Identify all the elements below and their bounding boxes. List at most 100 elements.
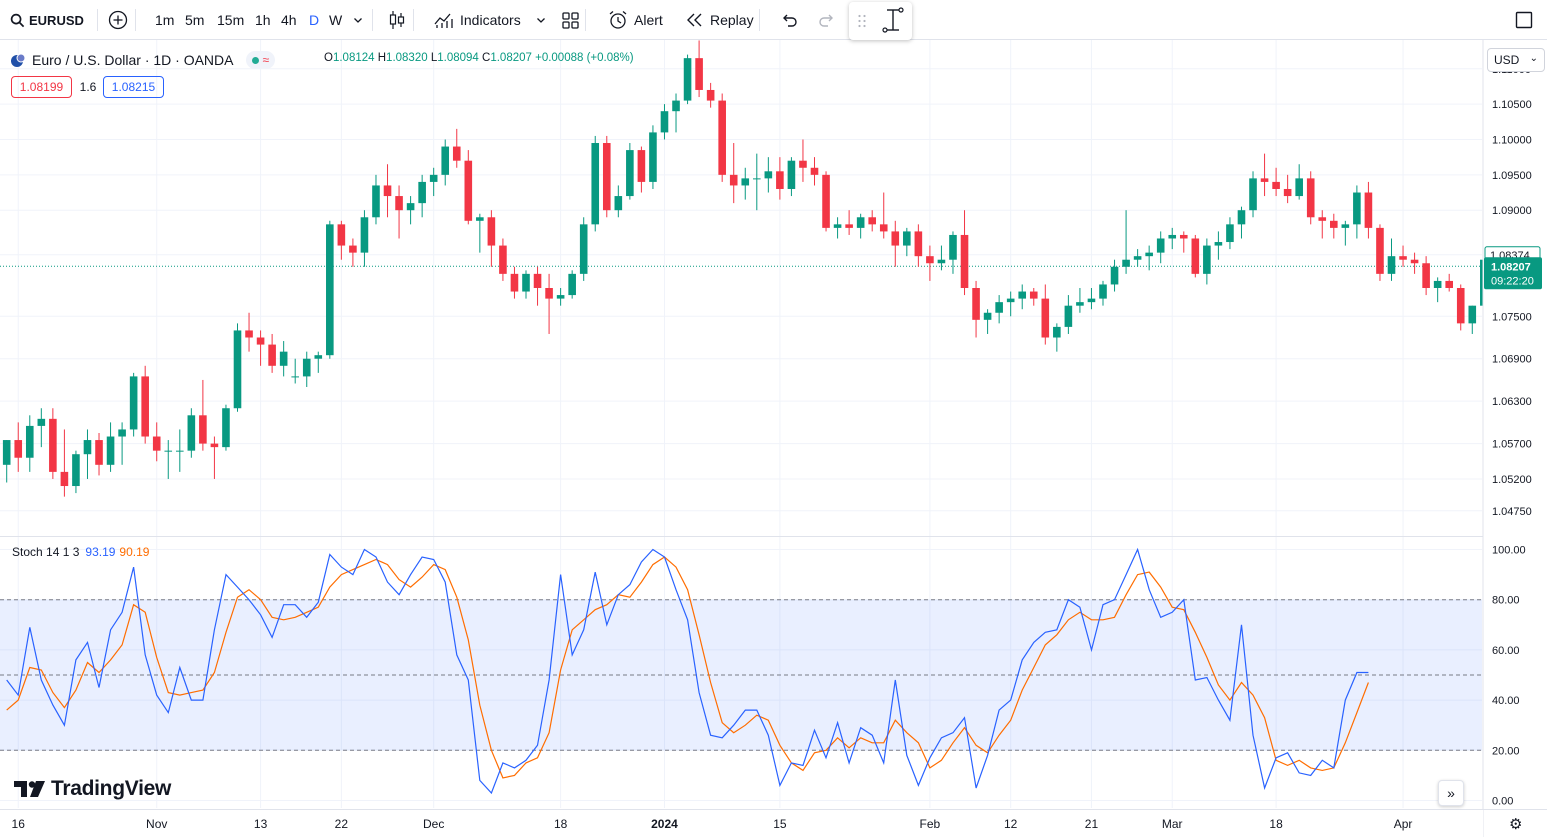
candle[interactable] — [879, 192, 888, 239]
candle[interactable] — [1133, 249, 1142, 267]
candle[interactable] — [1376, 224, 1384, 281]
candle[interactable] — [695, 40, 703, 98]
interval-w[interactable]: W — [329, 12, 343, 28]
candle[interactable] — [660, 104, 669, 140]
candle[interactable] — [372, 174, 380, 225]
floating-drawing-toolbar[interactable] — [849, 2, 912, 40]
candle[interactable] — [983, 309, 992, 334]
candle[interactable] — [556, 288, 565, 306]
symbol-search[interactable]: EURUSD — [10, 0, 98, 40]
compare-button[interactable] — [106, 0, 136, 40]
candle[interactable] — [1422, 256, 1430, 296]
chart-canvas[interactable]: 1.110001.105001.100001.095001.090001.075… — [0, 40, 1547, 837]
candle[interactable] — [568, 270, 576, 299]
candle[interactable] — [1237, 206, 1246, 239]
candle[interactable] — [822, 171, 830, 232]
candle[interactable] — [1006, 291, 1015, 317]
candle[interactable] — [718, 93, 726, 182]
candle[interactable] — [1353, 185, 1361, 239]
candle[interactable] — [856, 213, 865, 239]
candle[interactable] — [891, 220, 900, 267]
candle[interactable] — [683, 54, 692, 105]
symbol-legend[interactable]: Euro / U.S. Dollar · 1D · OANDA ≈ — [10, 50, 276, 70]
candle[interactable] — [1110, 259, 1119, 292]
candle[interactable] — [268, 333, 276, 373]
candle[interactable] — [129, 372, 138, 437]
interval-dropdown[interactable] — [353, 0, 373, 40]
sell-price-button[interactable]: 1.08199 — [11, 76, 72, 98]
candle[interactable] — [1145, 245, 1153, 271]
candle[interactable] — [418, 174, 426, 218]
candle[interactable] — [1029, 288, 1038, 306]
candle[interactable] — [1076, 288, 1084, 313]
candle[interactable] — [903, 227, 911, 257]
candle[interactable] — [787, 157, 796, 197]
candle[interactable] — [233, 323, 242, 412]
candle[interactable] — [1260, 153, 1269, 197]
candle[interactable] — [522, 270, 530, 299]
candle[interactable] — [429, 167, 438, 197]
candle[interactable] — [1168, 227, 1177, 250]
candle[interactable] — [729, 143, 738, 204]
candle[interactable] — [1433, 277, 1442, 303]
candle[interactable] — [106, 422, 115, 472]
candle[interactable] — [199, 379, 207, 451]
candle[interactable] — [1179, 231, 1188, 253]
candle[interactable] — [60, 429, 69, 497]
interval-1h[interactable]: 1h — [255, 12, 271, 28]
fullscreen-button[interactable] — [1515, 0, 1533, 40]
candle[interactable] — [833, 217, 842, 239]
candle[interactable] — [1226, 217, 1234, 250]
candle[interactable] — [95, 432, 103, 476]
candle[interactable] — [326, 220, 334, 359]
interval-15m[interactable]: 15m — [217, 12, 245, 28]
candle[interactable] — [464, 150, 473, 225]
candle[interactable] — [72, 450, 80, 494]
candle[interactable] — [176, 429, 184, 472]
candle[interactable] — [1272, 167, 1280, 197]
candle[interactable] — [279, 341, 288, 377]
candle[interactable] — [1387, 238, 1396, 281]
layouts-button[interactable] — [562, 0, 586, 40]
price-axis[interactable] — [1483, 40, 1547, 837]
candle[interactable] — [222, 404, 230, 451]
candle[interactable] — [845, 210, 853, 235]
candle[interactable] — [2, 440, 11, 483]
candle[interactable] — [291, 358, 299, 384]
candle[interactable] — [602, 135, 611, 218]
candle[interactable] — [1087, 288, 1096, 310]
candle[interactable] — [753, 153, 761, 211]
candle[interactable] — [395, 185, 403, 239]
chart-type-button[interactable] — [388, 0, 414, 40]
candle[interactable] — [510, 266, 519, 299]
candle[interactable] — [83, 429, 92, 479]
candle[interactable] — [360, 210, 369, 267]
candle[interactable] — [1156, 231, 1165, 264]
candle[interactable] — [441, 139, 450, 186]
chart-area[interactable]: 1.110001.105001.100001.095001.090001.075… — [0, 40, 1547, 837]
tradingview-logo[interactable]: TradingView — [14, 777, 171, 801]
gear-icon[interactable]: ⚙ — [1509, 816, 1523, 833]
text-cursor-icon[interactable] — [881, 7, 905, 33]
candle[interactable] — [487, 210, 496, 267]
redo-button[interactable] — [818, 0, 836, 40]
candle[interactable] — [926, 245, 934, 281]
candle[interactable] — [1053, 323, 1061, 352]
candle[interactable] — [1468, 305, 1477, 334]
candle[interactable] — [314, 351, 323, 373]
candle[interactable] — [649, 125, 657, 189]
candle[interactable] — [810, 157, 819, 186]
candle[interactable] — [1330, 213, 1338, 239]
candle[interactable] — [1064, 295, 1073, 334]
candle[interactable] — [937, 245, 946, 271]
candle[interactable] — [37, 408, 46, 448]
candle[interactable] — [949, 231, 957, 274]
candle[interactable] — [152, 422, 161, 462]
candle[interactable] — [614, 185, 623, 218]
candle[interactable] — [626, 143, 634, 200]
stoch-legend[interactable]: Stoch 14 1 3 93.19 90.19 — [12, 545, 149, 559]
candle[interactable] — [1341, 220, 1350, 246]
candle[interactable] — [1099, 280, 1107, 306]
undo-button[interactable] — [780, 0, 798, 40]
candle[interactable] — [637, 146, 646, 193]
